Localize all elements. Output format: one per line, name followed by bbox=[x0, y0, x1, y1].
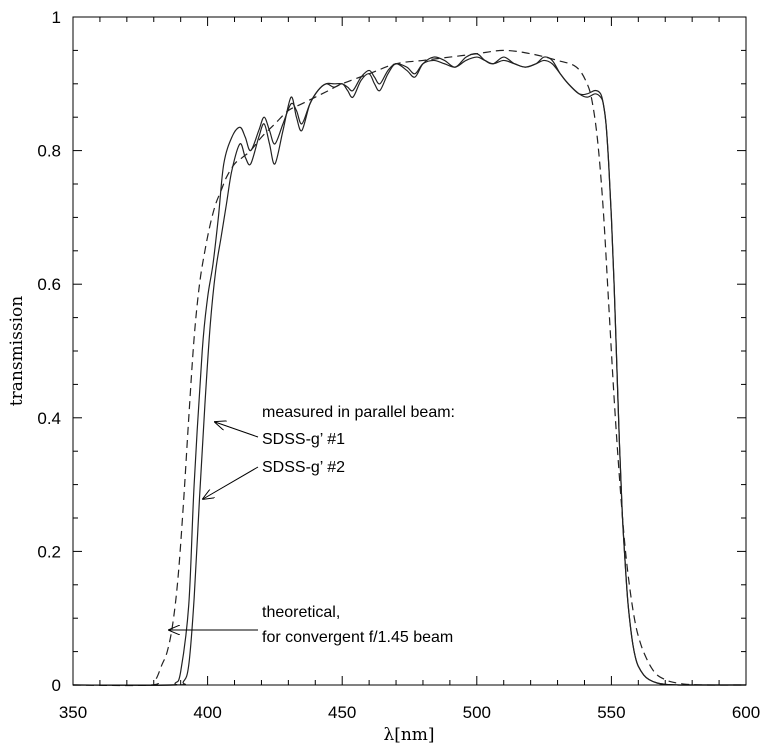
x-tick-label: 500 bbox=[463, 703, 491, 722]
tick-labels: 350 400 450 500 550 600 0 0.2 0.4 0.6 0.8 1 bbox=[37, 8, 760, 722]
x-tick-label: 400 bbox=[193, 703, 221, 722]
x-axis-label: λ[nm] bbox=[383, 725, 434, 745]
annotation-convergent-beam: for convergent f/1.45 beam bbox=[262, 629, 453, 646]
y-tick-label: 0 bbox=[52, 676, 61, 695]
annotation-arrow-sdss-g-1 bbox=[215, 422, 259, 438]
annotation-theoretical: theoretical, bbox=[262, 604, 340, 621]
series-line-measured-1 bbox=[72, 56, 746, 686]
annotation-sdss-g-2: SDSS-g’ #2 bbox=[262, 459, 345, 476]
y-tick-label: 0.6 bbox=[37, 275, 61, 294]
axis-ticks bbox=[72, 16, 747, 686]
annotation-measured-heading: measured in parallel beam: bbox=[262, 404, 455, 421]
y-tick-label: 1 bbox=[52, 8, 61, 27]
x-tick-label: 450 bbox=[328, 703, 356, 722]
annotation-sdss-g-1: SDSS-g’ #1 bbox=[262, 431, 345, 448]
x-tick-label: 550 bbox=[597, 703, 625, 722]
x-tick-label: 350 bbox=[59, 703, 87, 722]
series-line-measured-2 bbox=[72, 53, 746, 686]
y-tick-label: 0.8 bbox=[37, 142, 61, 161]
series-layer bbox=[72, 49, 747, 687]
annotation-arrow-sdss-g-2 bbox=[203, 466, 259, 499]
annotations: measured in parallel beam: SDSS-g’ #1 SD… bbox=[169, 404, 455, 646]
x-tick-label: 600 bbox=[732, 703, 760, 722]
y-axis-label: transmission bbox=[7, 296, 27, 406]
y-tick-label: 0.4 bbox=[37, 409, 61, 428]
y-tick-label: 0.2 bbox=[37, 542, 61, 561]
series-line-theoretical bbox=[72, 49, 747, 687]
plot-frame bbox=[72, 16, 747, 686]
